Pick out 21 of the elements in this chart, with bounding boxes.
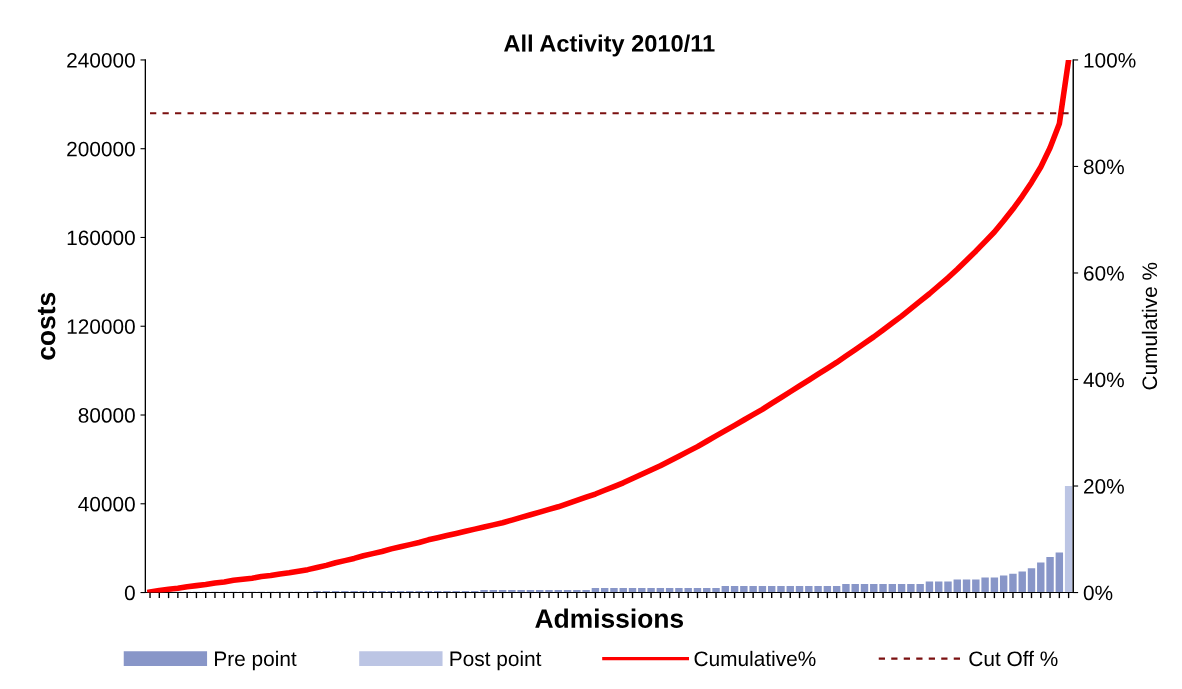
y-tick-label: 40000	[78, 496, 135, 512]
legend-label: Post point	[450, 650, 542, 671]
y2-tick-label: 0%	[1083, 585, 1113, 601]
y2-axis-title: Cumulative %	[1141, 262, 1158, 390]
y-tick-label: 80000	[78, 408, 135, 423]
chart-title: All Activity 2010/11	[504, 34, 715, 57]
y2-tick-label: 80%	[1083, 159, 1124, 175]
y-axis-title: costs	[37, 292, 56, 360]
y-tick-label: 160000	[67, 230, 135, 246]
y2-tick-label: 100%	[1084, 52, 1136, 68]
legend-label: Cumulative%	[694, 650, 816, 667]
legend-label: Pre point	[215, 650, 297, 671]
y2-tick-label: 20%	[1084, 479, 1124, 494]
y-tick-label: 0	[124, 585, 135, 601]
y2-tick-label: 60%	[1084, 265, 1124, 281]
y-tick-label: 200000	[67, 141, 135, 157]
y2-tick-label: 40%	[1083, 372, 1124, 388]
legend-label: Cut Off %	[969, 650, 1058, 667]
x-axis-title: Admissions	[535, 608, 684, 628]
y-tick-label: 120000	[67, 319, 135, 334]
y-tick-label: 240000	[67, 52, 135, 68]
